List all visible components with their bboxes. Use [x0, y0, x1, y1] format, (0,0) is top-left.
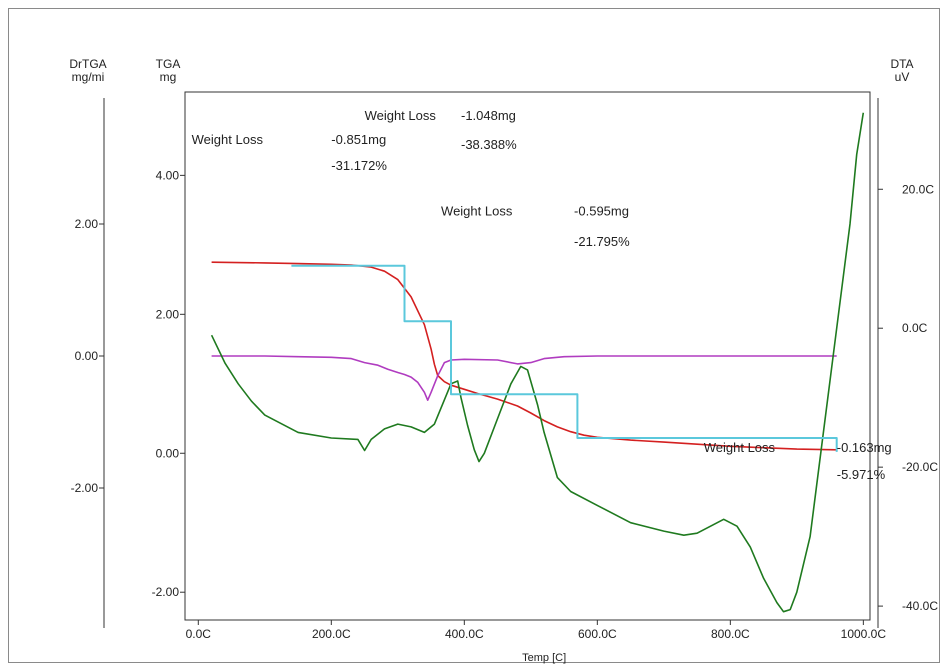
- drtga-tick-label: 2.00: [75, 217, 99, 231]
- x-tick-label: 1000.0C: [841, 627, 887, 641]
- weight-loss-annotation: -21.795%: [574, 234, 630, 249]
- tga-axis-title: mg: [160, 70, 177, 84]
- weight-loss-annotation: Weight Loss: [441, 204, 513, 219]
- weight-loss-annotation: -5.971%: [837, 467, 886, 482]
- steps-series-line: [291, 264, 838, 452]
- dta-axis-title: uV: [895, 70, 910, 84]
- dta-series-line: [210, 112, 865, 613]
- drtga-series-line: [211, 355, 837, 401]
- weight-loss-annotation: Weight Loss: [704, 440, 776, 455]
- x-tick-label: 600.0C: [578, 627, 617, 641]
- drtga-axis-title: mg/mi: [72, 70, 105, 84]
- dta-axis-title: DTA: [890, 57, 913, 71]
- dta-tick-label: 0.0C: [902, 321, 928, 335]
- x-tick-label: 200.0C: [312, 627, 351, 641]
- tga-tick-label: 2.00: [156, 307, 180, 321]
- tga-tick-label: 4.00: [156, 168, 180, 182]
- tga-axis-title: TGA: [156, 57, 181, 71]
- weight-loss-annotation: Weight Loss: [192, 132, 264, 147]
- tga-tick-label: -2.00: [152, 585, 180, 599]
- weight-loss-annotation: -0.163mg: [837, 440, 892, 455]
- x-tick-label: 400.0C: [445, 627, 484, 641]
- plot-area-border: [184, 91, 871, 621]
- x-axis-label: Temp [C]: [522, 652, 566, 664]
- drtga-tick-label: 0.00: [75, 349, 99, 363]
- dta-tick-label: 20.0C: [902, 182, 934, 196]
- tga-series-line: [211, 261, 837, 451]
- x-tick-label: 800.0C: [711, 627, 750, 641]
- dta-tick-label: -20.0C: [902, 460, 938, 474]
- chart-frame: [8, 8, 940, 663]
- weight-loss-annotation: -1.048mg: [461, 108, 516, 123]
- weight-loss-annotation: -38.388%: [461, 137, 517, 152]
- weight-loss-annotation: -31.172%: [331, 158, 387, 173]
- drtga-axis-title: DrTGA: [69, 57, 106, 71]
- dta-tick-label: -40.0C: [902, 599, 938, 613]
- x-tick-label: 0.0C: [186, 627, 212, 641]
- drtga-tick-label: -2.00: [71, 481, 99, 495]
- weight-loss-annotation: -0.851mg: [331, 132, 386, 147]
- weight-loss-annotation: Weight Loss: [365, 108, 437, 123]
- tga-tick-label: 0.00: [156, 446, 180, 460]
- weight-loss-annotation: -0.595mg: [574, 204, 629, 219]
